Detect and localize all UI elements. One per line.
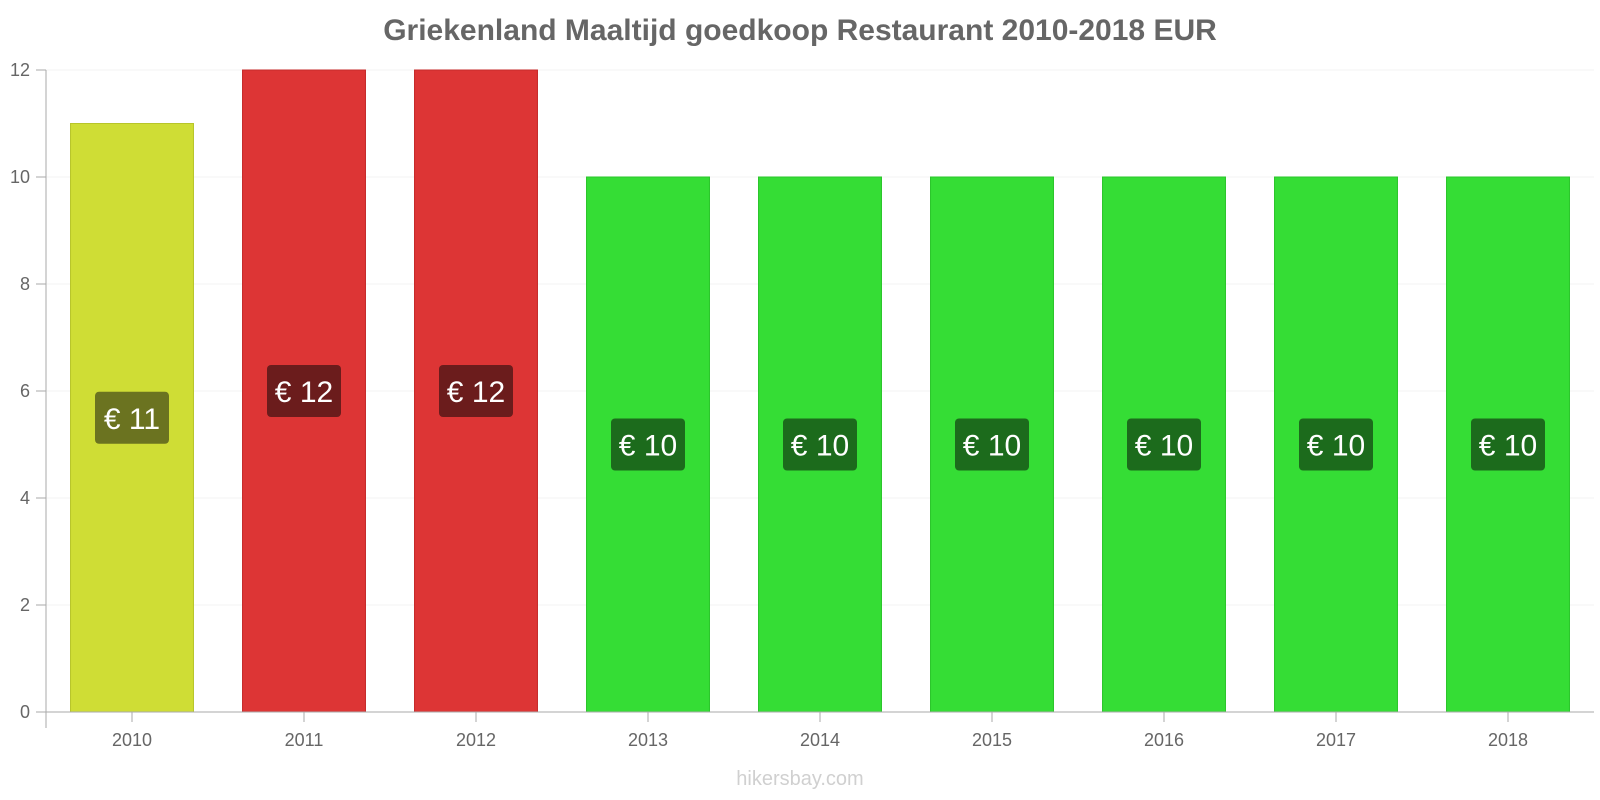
x-tick-label: 2011: [285, 730, 324, 750]
data-label: € 10: [963, 430, 1021, 463]
x-tick-label: 2018: [1488, 730, 1528, 750]
x-tick-label: 2012: [456, 730, 496, 750]
data-label-box: [1127, 418, 1201, 471]
data-label: € 12: [275, 376, 333, 409]
data-label-box: [439, 365, 513, 417]
chart-title: Griekenland Maaltijd goedkoop Restaurant…: [383, 14, 1217, 47]
data-label: € 11: [104, 403, 160, 436]
data-label: € 10: [619, 430, 677, 463]
x-tick-label: 2010: [112, 730, 152, 750]
data-label-box: [955, 418, 1029, 471]
x-tick-label: 2013: [628, 730, 668, 750]
axes: [36, 69, 1594, 728]
data-label: € 10: [1479, 430, 1537, 463]
data-label: € 12: [447, 376, 505, 409]
y-tick-labels: 0 2 4 6 8 10 12: [10, 60, 30, 722]
x-tick-labels: 2010 2011 2012 2013 2014 2015 2016 2017 2018: [112, 730, 1528, 750]
data-label: € 10: [791, 430, 849, 463]
y-tick-label: 12: [10, 60, 30, 80]
data-label-box: [95, 391, 169, 444]
y-tick-label: 8: [20, 274, 30, 294]
y-tick-label: 4: [20, 488, 30, 508]
data-label: € 10: [1307, 430, 1365, 463]
y-tick-label: 10: [10, 167, 30, 187]
y-tick-label: 6: [20, 381, 30, 401]
watermark: hikersbay.com: [736, 768, 864, 790]
y-tick-label: 2: [20, 595, 30, 615]
data-labels: € 11 € 12 € 12 € 10 € 10 € 10 € 10 € 10 € 10: [95, 365, 1545, 471]
data-label: € 10: [1135, 430, 1193, 463]
data-label-box: [611, 418, 685, 471]
x-tick-label: 2017: [1316, 730, 1356, 750]
data-label-box: [267, 365, 341, 417]
y-tick-label: 0: [20, 702, 30, 722]
data-label-box: [1299, 418, 1373, 471]
x-tick-label: 2016: [1144, 730, 1184, 750]
data-label-box: [1471, 418, 1545, 471]
data-label-box: [783, 418, 857, 471]
bar-2010: [70, 123, 194, 713]
x-tick-label: 2014: [800, 730, 840, 750]
x-tick-label: 2015: [972, 730, 1012, 750]
